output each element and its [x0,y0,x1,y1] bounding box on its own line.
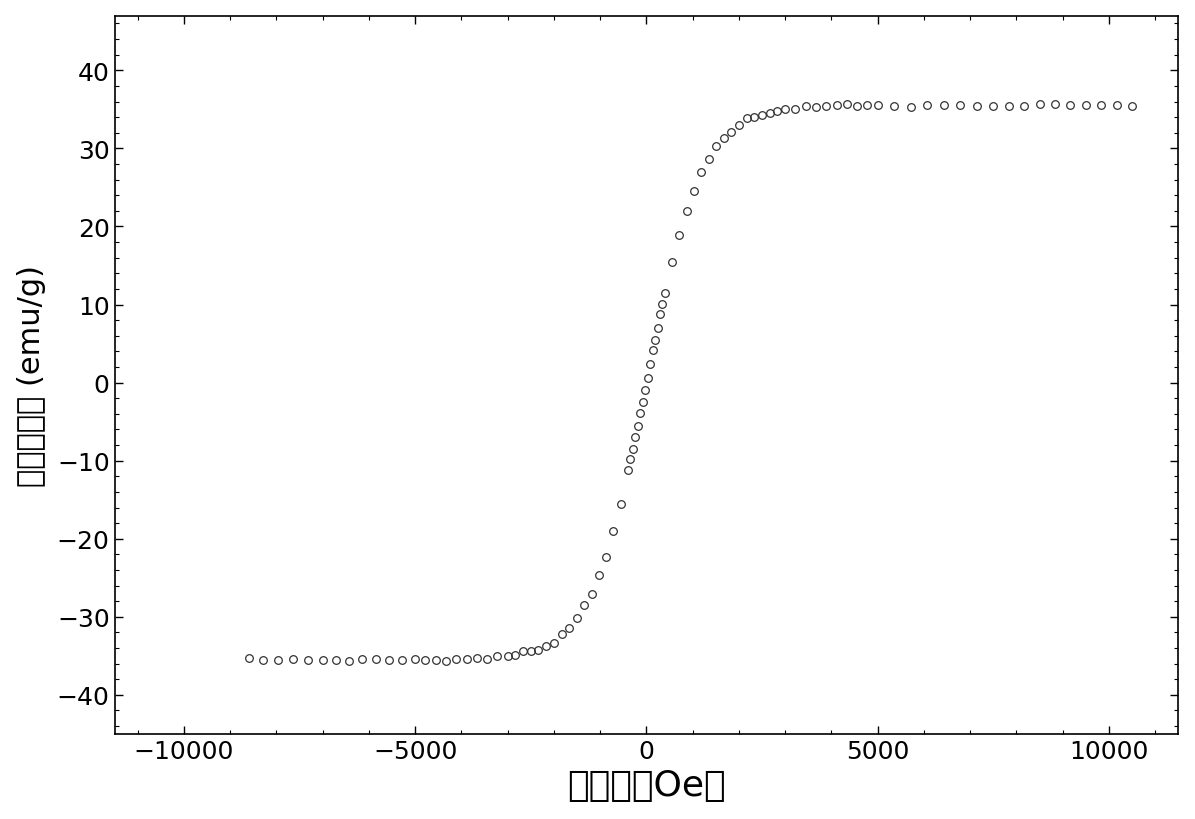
Y-axis label: 磁感应强度 (emu/g): 磁感应强度 (emu/g) [17,265,45,486]
X-axis label: 磁化场（Oe）: 磁化场（Oe） [568,768,725,803]
